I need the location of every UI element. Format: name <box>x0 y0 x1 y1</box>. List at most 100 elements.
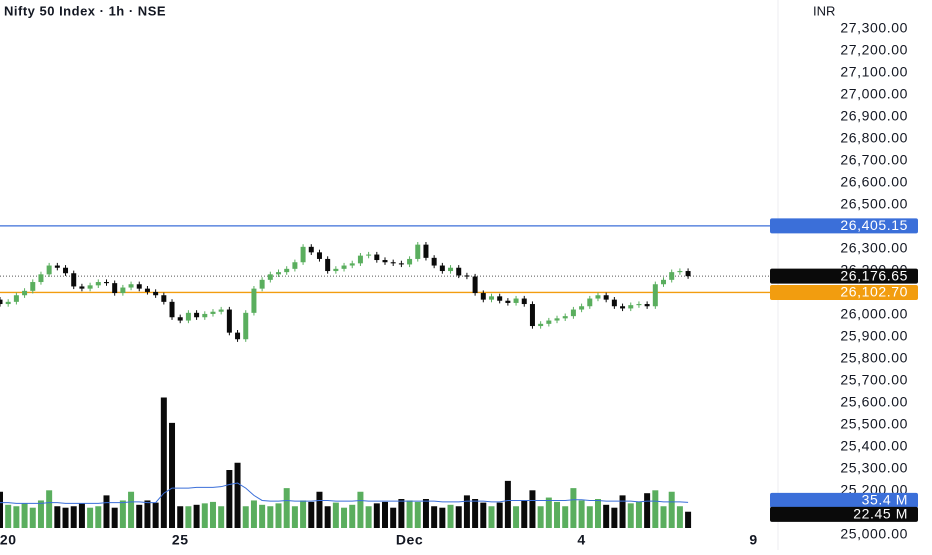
y-tick-label: 26,800.00 <box>840 130 908 146</box>
candle-body <box>235 332 241 340</box>
candle-body <box>161 295 167 302</box>
y-tick-label: 27,300.00 <box>840 20 908 36</box>
candle-body <box>226 309 232 333</box>
y-tick-label: 25,300.00 <box>840 460 908 476</box>
volume-bar <box>488 506 495 528</box>
candle-body <box>308 246 314 253</box>
volume-bar <box>275 503 282 528</box>
candle-body <box>0 299 3 305</box>
candle-body <box>169 301 175 318</box>
y-tick-label: 27,100.00 <box>840 64 908 80</box>
volume-bar <box>169 422 176 528</box>
volume-bar <box>357 491 364 528</box>
candle-body <box>63 267 69 274</box>
candle-body <box>423 244 429 258</box>
candle-body <box>112 283 118 294</box>
volume-bar <box>160 397 167 528</box>
volume-bar <box>463 495 470 528</box>
candle-body <box>54 265 60 268</box>
volume-bar <box>13 506 20 528</box>
volume-bar <box>594 499 601 528</box>
volume-bar <box>529 490 536 528</box>
candle-body <box>210 311 216 314</box>
volume-bar <box>685 511 692 528</box>
volume-bar <box>54 506 61 528</box>
volume-bar <box>652 490 659 528</box>
last-price-label: 26,176.65 <box>840 267 908 283</box>
price-line-label-box <box>770 284 918 300</box>
candle-body <box>538 323 544 327</box>
candle-body <box>5 301 11 305</box>
volume-bar <box>111 507 118 528</box>
y-tick-label: 26,600.00 <box>840 174 908 190</box>
volume-bar <box>185 506 192 528</box>
candle-body <box>30 282 36 291</box>
volume-bar <box>504 480 511 528</box>
volume-ma-line <box>0 482 689 504</box>
volume-bar <box>439 507 446 528</box>
volume-bar <box>70 506 77 528</box>
candle-body <box>120 287 126 294</box>
candle-body <box>554 318 560 321</box>
volume-bar <box>349 504 356 528</box>
candle-body <box>382 260 388 263</box>
volume-bar <box>324 506 331 528</box>
candle-body <box>284 268 290 273</box>
candle-body <box>316 252 322 259</box>
candle-body <box>276 272 282 275</box>
volume-bar <box>29 507 36 528</box>
y-tick-label: 25,800.00 <box>840 350 908 366</box>
candle-body <box>464 275 470 277</box>
chart-title: Nifty 50 Index · 1h · NSE <box>4 3 166 18</box>
volume-bar <box>177 506 184 528</box>
volume-bar <box>398 499 405 528</box>
candle-body <box>202 313 208 318</box>
volume-bar <box>562 506 569 528</box>
volume-bar <box>152 502 159 528</box>
candle-body <box>357 255 363 264</box>
volume-bar <box>365 506 372 528</box>
volume-bar <box>283 488 290 528</box>
candle-body <box>579 306 585 310</box>
volume-bar <box>545 497 552 528</box>
candle-body <box>636 304 642 306</box>
volume-bar <box>136 504 143 528</box>
volume-bar <box>668 491 675 528</box>
volume-bar <box>455 506 462 528</box>
volume-bar <box>128 491 135 528</box>
volume-bar <box>373 503 380 528</box>
volume-bar <box>586 506 593 528</box>
candle-body <box>38 274 44 283</box>
y-tick-label: 25,000.00 <box>840 526 908 542</box>
candle-body <box>529 304 535 327</box>
y-tick-label: 25,400.00 <box>840 438 908 454</box>
candle-body <box>46 265 52 275</box>
volume-bar <box>119 500 126 528</box>
price-line-label-box <box>770 218 918 234</box>
candle-body <box>513 298 519 303</box>
volume-ma-label-box <box>770 492 918 508</box>
candle-body <box>472 276 478 294</box>
volume-label: 22.45 M <box>853 506 908 522</box>
candle-body <box>398 263 404 265</box>
volume-bar <box>291 506 298 528</box>
volume-bar <box>308 501 315 528</box>
volume-bar <box>414 501 421 528</box>
candle-body <box>546 320 552 324</box>
y-tick-label: 27,000.00 <box>840 86 908 102</box>
volume-bar <box>676 506 683 528</box>
volume-bar <box>201 503 208 528</box>
x-tick-label: 25 <box>172 532 189 548</box>
candle-body <box>13 295 19 302</box>
candle-body <box>95 282 101 286</box>
y-tick-label: 25,500.00 <box>840 416 908 432</box>
volume-label-box <box>770 506 918 522</box>
candle-body <box>669 272 675 280</box>
volume-bar <box>341 507 348 528</box>
x-tick-label: Dec <box>396 532 423 548</box>
candle-body <box>259 279 265 289</box>
candle-body <box>374 254 380 261</box>
volume-bar <box>37 500 44 528</box>
volume-bar <box>242 506 249 528</box>
